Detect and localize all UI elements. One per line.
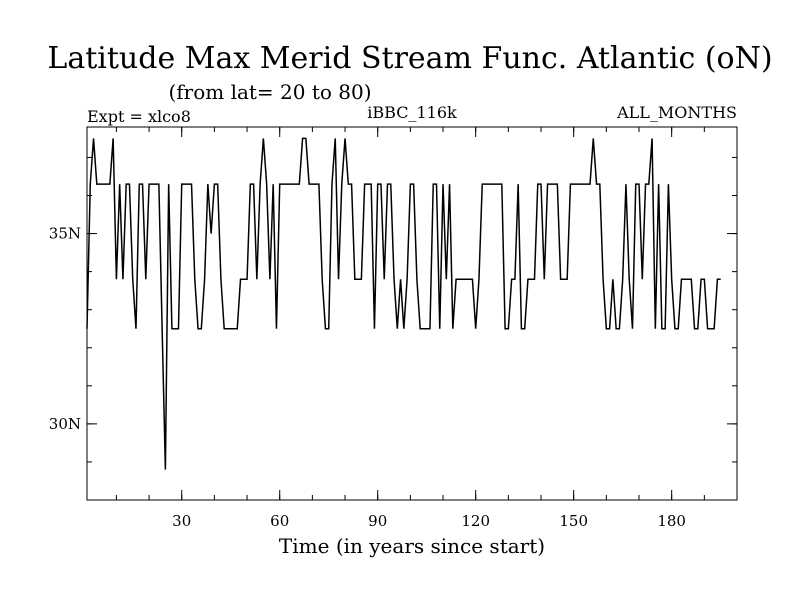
plot-frame: [86, 126, 738, 501]
x-tick-label: 180: [657, 512, 686, 530]
x-tick-label: 30: [172, 512, 191, 530]
x-tick-label: 60: [270, 512, 289, 530]
axes: 30 60 90 120 150 180 30N 35N: [49, 127, 737, 530]
x-axis-label: Time (in years since start): [279, 534, 545, 558]
x-tick-label: 120: [461, 512, 490, 530]
x-tick-label: 90: [368, 512, 387, 530]
x-tick-label: 150: [559, 512, 588, 530]
months-label: ALL_MONTHS: [616, 103, 737, 122]
experiment-label: Expt = xlco8: [87, 107, 191, 126]
chart-title: Latitude Max Merid Stream Func. Atlantic…: [47, 41, 772, 76]
y-tick-label: 35N: [49, 225, 81, 243]
run-label: iBBC_116k: [367, 103, 457, 122]
chart-subtitle: (from lat= 20 to 80): [168, 80, 371, 104]
y-tick-label: 30N: [49, 415, 81, 433]
series-line: [86, 137, 721, 470]
